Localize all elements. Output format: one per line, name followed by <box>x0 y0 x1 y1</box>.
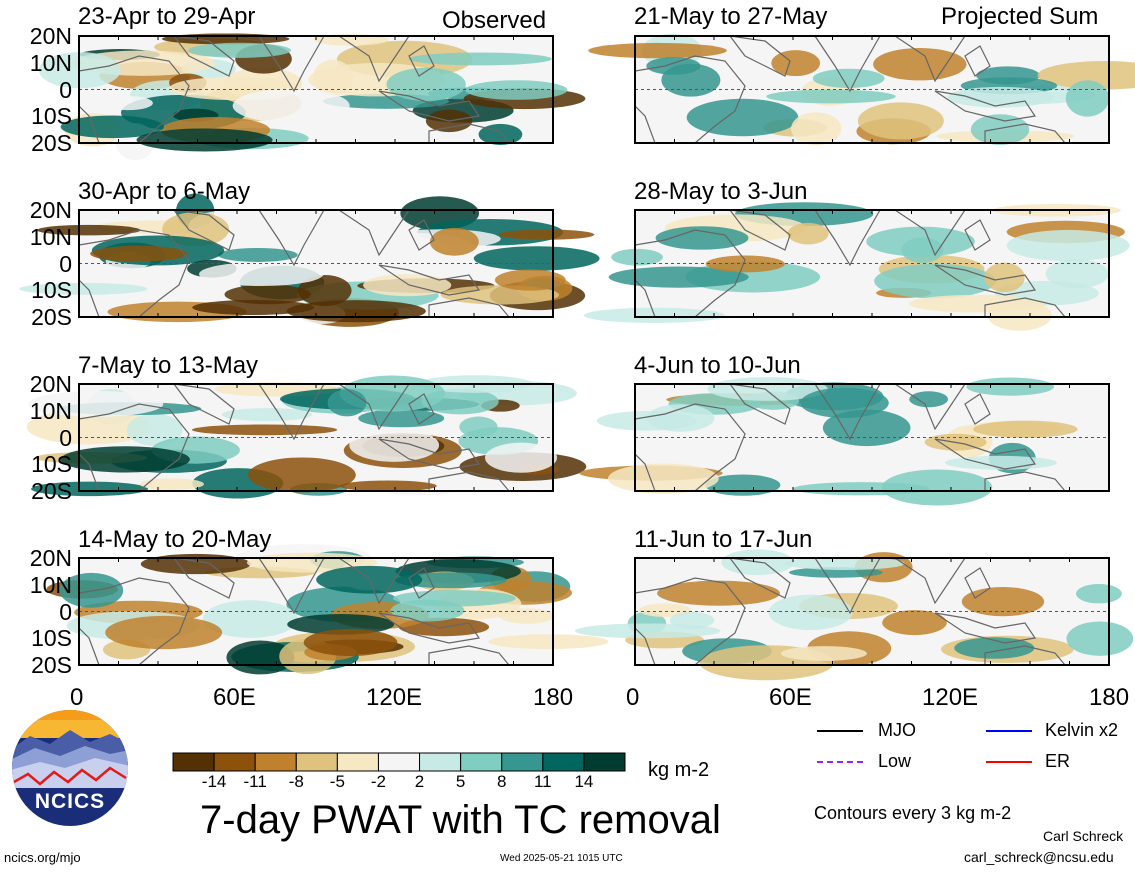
colorbar-label-4: -2 <box>370 772 387 791</box>
lat-label-row1-2: 0 <box>59 76 72 103</box>
colorbar-label-3: -5 <box>329 772 345 791</box>
panel-title-left-2: 30-Apr to 6-May <box>78 178 251 205</box>
panel-title-left-1: 23-Apr to 29-Apr <box>78 3 256 30</box>
lat-label-row4-3: 10S <box>31 625 72 652</box>
colorbar-label-8: 11 <box>533 772 552 791</box>
lat-label-row2-1: 10N <box>29 223 72 250</box>
colorbar-swatch-9 <box>542 752 585 772</box>
colorbar <box>172 752 626 772</box>
map-panel-left-1 <box>38 33 586 161</box>
legend-label-er: ER <box>1045 751 1071 771</box>
panel-title-right-2: 28-May to 3-Jun <box>634 178 808 205</box>
colorbar-swatch-0 <box>172 752 215 772</box>
ncics-logo-icon: NCICS <box>12 710 128 826</box>
colorbar-label-6: 5 <box>455 772 466 791</box>
lat-label-row4-1: 10N <box>29 571 72 598</box>
colorbar-swatch-8 <box>501 752 544 772</box>
footer-timestamp: Wed 2025-05-21 1015 UTC <box>500 853 623 864</box>
colorbar-swatch-5 <box>377 752 421 772</box>
contour-note: Contours every 3 kg m-2 <box>814 803 1012 823</box>
logo-text: NCICS <box>35 790 105 813</box>
legend-label-kelvin: Kelvin x2 <box>1045 720 1119 740</box>
lat-label-row2-3: 10S <box>31 277 72 304</box>
lon-label-left-180: 180 <box>533 684 574 711</box>
map-panel-right-3 <box>579 377 1110 506</box>
colorbar-unit: kg m-2 <box>648 759 710 781</box>
colorbar-swatch-1 <box>213 752 256 772</box>
lon-label-right-180: 180 <box>1089 684 1130 711</box>
lat-label-row1-0: 20N <box>29 23 72 49</box>
lon-label-left-60: 60E <box>213 684 256 711</box>
colorbar-label-0: -14 <box>201 772 227 791</box>
lat-label-row2-4: 20S <box>31 304 72 330</box>
panel-title-left-4: 14-May to 20-May <box>78 526 272 553</box>
colorbar-swatch-4 <box>336 752 379 772</box>
colorbar-swatch-6 <box>419 752 462 772</box>
map-panel-left-2 <box>19 193 600 327</box>
legend-label-low: Low <box>878 751 912 771</box>
colorbar-swatch-2 <box>254 752 297 772</box>
footer-author: Carl Schreck <box>1043 828 1124 844</box>
lat-label-row3-4: 20S <box>31 478 72 504</box>
lat-label-row1-1: 10N <box>29 49 72 76</box>
lat-label-row2-2: 0 <box>59 250 72 277</box>
panel-tag-observed: Observed <box>442 7 547 34</box>
lon-label-left-120: 120E <box>366 684 423 711</box>
colorbar-swatch-10 <box>583 752 626 772</box>
footer-email: carl_schreck@ncsu.edu <box>964 849 1114 865</box>
map-panel-right-1 <box>588 33 1135 146</box>
colorbar-label-2: -8 <box>288 772 304 791</box>
lat-label-row1-3: 10S <box>31 103 72 130</box>
lon-label-right-60: 60E <box>769 684 812 711</box>
lat-label-row4-4: 20S <box>31 652 72 678</box>
lon-label-left-0: 0 <box>70 684 84 711</box>
map-panel-left-4 <box>46 544 609 675</box>
panel-title-right-4: 11-Jun to 17-Jun <box>634 526 813 553</box>
colorbar-label-1: -11 <box>243 772 267 791</box>
colorbar-label-5: 2 <box>414 772 425 791</box>
colorbar-swatch-7 <box>460 752 503 772</box>
lat-label-row3-3: 10S <box>31 451 72 478</box>
map-panels <box>19 33 1135 681</box>
map-panel-right-2 <box>583 202 1130 331</box>
lat-label-row2-0: 20N <box>29 197 72 223</box>
panel-tag-projected: Projected Sum <box>941 3 1099 30</box>
lat-label-row3-2: 0 <box>59 424 72 451</box>
main-title: 7-day PWAT with TC removal <box>200 798 721 842</box>
legend-line-kelvin <box>986 730 1032 732</box>
lon-label-right-120: 120E <box>922 684 979 711</box>
panel-title-right-1: 21-May to 27-May <box>634 3 828 30</box>
lat-label-row4-2: 0 <box>59 598 72 625</box>
lat-label-row3-1: 10N <box>29 397 72 424</box>
lat-label-row3-0: 20N <box>29 371 72 397</box>
lon-label-right-0: 0 <box>626 684 640 711</box>
map-panel-left-3 <box>26 375 587 499</box>
lat-label-row4-0: 20N <box>29 545 72 571</box>
panel-title-left-3: 7-May to 13-May <box>78 352 259 379</box>
legend-line-low <box>817 761 863 763</box>
colorbar-swatch-3 <box>295 752 338 772</box>
legend-label-mjo: MJO <box>878 720 916 740</box>
footer-site: ncics.org/mjo <box>4 850 81 865</box>
legend-line-mjo <box>817 730 863 732</box>
colorbar-label-9: 14 <box>574 772 594 791</box>
colorbar-label-7: 8 <box>496 772 507 791</box>
map-panel-right-4 <box>574 549 1134 681</box>
lat-label-row1-4: 20S <box>31 130 72 156</box>
legend-line-er <box>986 761 1032 763</box>
panel-title-right-3: 4-Jun to 10-Jun <box>634 352 801 379</box>
